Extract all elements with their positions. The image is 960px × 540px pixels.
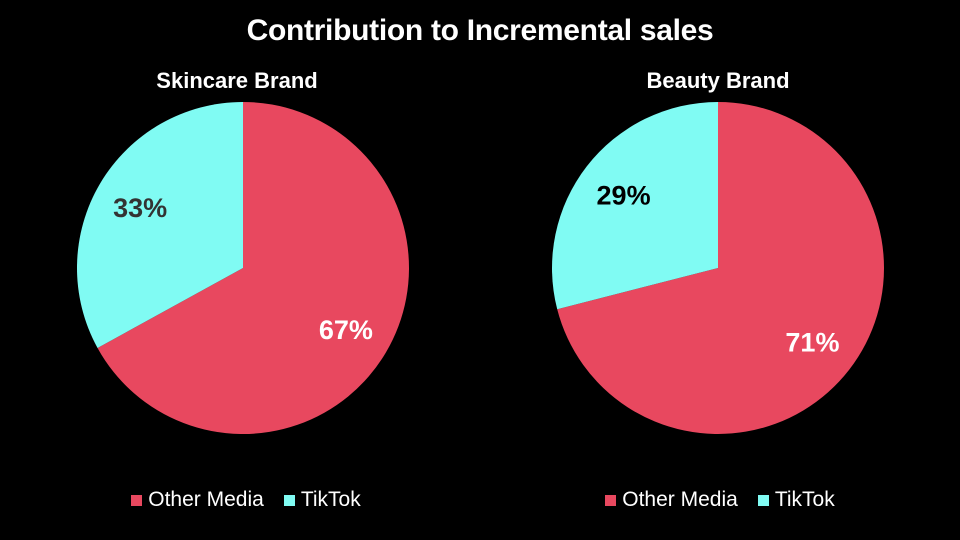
- chart-title: Beauty Brand: [646, 68, 790, 93]
- pie-slice-other-media: [557, 102, 884, 434]
- legend: Other Media TikTok: [480, 488, 960, 512]
- legend-label: TikTok: [300, 488, 361, 511]
- main-title: Contribution to Incremental sales: [246, 14, 714, 47]
- data-label-tiktok: 29%: [597, 181, 651, 211]
- legend-swatch-other-media: [131, 494, 143, 506]
- data-label-tiktok: 33%: [113, 193, 167, 223]
- pie-slice-tiktok: [552, 102, 718, 310]
- legend-item-other-media: Other Media: [605, 488, 738, 512]
- legend-label: Other Media: [148, 488, 264, 511]
- legend-item-other-media: Other Media: [131, 488, 264, 512]
- pie-chart: 71% 29%: [552, 102, 884, 434]
- chart-title: Skincare Brand: [156, 68, 318, 93]
- legend-label: Other Media: [622, 488, 738, 511]
- pie-chart: 67% 33%: [76, 102, 409, 435]
- pie-slice-other-media: [97, 102, 409, 435]
- pie-slice-tiktok: [76, 102, 243, 348]
- legend-item-tiktok: TikTok: [757, 488, 835, 512]
- legend-swatch-other-media: [605, 494, 617, 506]
- skincare-brand-chart: Skincare Brand 67% 33% Other Media TikTok: [0, 66, 480, 540]
- data-label-other-media: 71%: [785, 327, 839, 357]
- legend-swatch-tiktok: [757, 494, 769, 506]
- legend-item-tiktok: TikTok: [283, 488, 361, 512]
- data-label-other-media: 67%: [319, 315, 373, 345]
- legend-label: TikTok: [774, 488, 835, 511]
- legend-swatch-tiktok: [283, 494, 295, 506]
- legend: Other Media TikTok: [6, 488, 486, 512]
- beauty-brand-chart: Beauty Brand 71% 29% Other Media TikTok: [480, 66, 960, 540]
